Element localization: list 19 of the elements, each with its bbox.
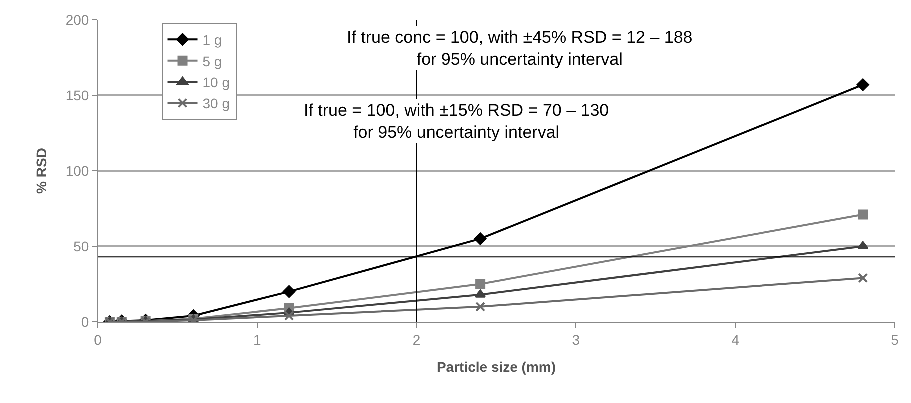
y-tick-label: 200 [66, 12, 90, 28]
legend-label: 30 g [202, 96, 230, 112]
legend-label: 10 g [202, 74, 230, 90]
x-tick-label: 4 [732, 332, 740, 348]
annotation: If true = 100, with ±15% RSD = 70 – 130 for 95% uncertainty interval [304, 101, 610, 142]
legend-label: 1 g [202, 32, 222, 48]
x-axis-title: Particle size (mm) [436, 359, 556, 376]
y-axis-title: % RSD [33, 148, 50, 194]
y-tick-label: 50 [74, 238, 90, 254]
x-tick-label: 1 [254, 332, 262, 348]
x-tick-label: 0 [94, 332, 102, 348]
y-tick-label: 0 [81, 314, 90, 330]
x-tick-label: 5 [891, 332, 900, 348]
legend-label: 5 g [202, 53, 222, 70]
y-tick-label: 150 [66, 87, 90, 104]
x-tick-label: 2 [412, 332, 421, 348]
annotation: If true conc = 100, with ±45% RSD = 12 – 188 for 95% uncertainty interval [347, 28, 693, 70]
y-tick-label: 100 [66, 162, 90, 179]
x-tick-label: 3 [572, 332, 580, 348]
